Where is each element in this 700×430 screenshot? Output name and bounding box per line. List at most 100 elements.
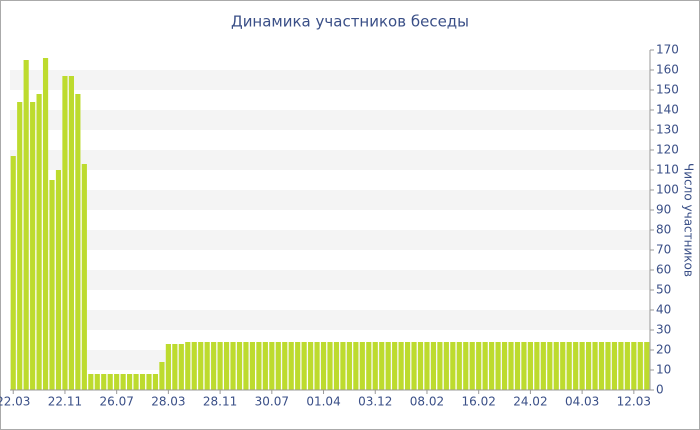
bar	[152, 374, 159, 390]
y-tick-label: 60	[656, 263, 671, 277]
bar	[55, 170, 62, 390]
bar	[211, 342, 217, 390]
bar	[256, 342, 262, 390]
bar	[366, 342, 372, 390]
chart-title: Динамика участников беседы	[231, 13, 469, 31]
x-tick-label: 04.03	[565, 395, 599, 409]
bar	[107, 374, 113, 390]
bar	[644, 342, 650, 390]
bar	[463, 342, 469, 390]
bar	[308, 342, 314, 390]
bar	[314, 342, 320, 390]
bar	[495, 342, 501, 390]
x-tick-label: 28.03	[151, 395, 185, 409]
y-tick-label: 140	[656, 103, 679, 117]
bar	[398, 342, 404, 390]
bar	[379, 342, 385, 390]
bar	[275, 342, 281, 390]
grid-band	[10, 230, 650, 250]
bar	[547, 342, 553, 390]
grid-band	[10, 110, 650, 130]
bar	[631, 342, 637, 390]
bar	[611, 342, 618, 390]
x-tick-label: 22.11	[48, 395, 82, 409]
y-tick-label: 30	[656, 323, 671, 337]
bar	[327, 342, 333, 390]
bar	[198, 342, 204, 390]
y-tick-label: 50	[656, 283, 671, 297]
x-tick-label: 12.03	[617, 395, 651, 409]
bar	[573, 342, 579, 390]
bar	[469, 342, 475, 390]
bar	[127, 374, 133, 390]
x-tick-label: 08.02	[410, 395, 444, 409]
bar	[249, 342, 256, 390]
bar	[417, 342, 424, 390]
y-tick-label: 70	[656, 243, 671, 257]
y-tick-label: 120	[656, 143, 679, 157]
bar	[353, 342, 359, 390]
bar	[501, 342, 508, 390]
bar	[23, 60, 29, 390]
bar	[62, 76, 68, 390]
bar	[385, 342, 391, 390]
bar	[598, 342, 605, 390]
y-tick-label: 130	[656, 123, 679, 137]
y-tick-label: 170	[656, 43, 679, 57]
bar	[605, 342, 611, 390]
y-tick-label: 160	[656, 63, 679, 77]
bar	[178, 344, 184, 390]
bar	[236, 342, 243, 390]
bar	[404, 342, 411, 390]
bar	[17, 102, 23, 390]
bar	[637, 342, 643, 390]
bar	[514, 342, 521, 390]
grid-band	[10, 270, 650, 290]
bar	[288, 342, 294, 390]
bar	[456, 342, 462, 390]
y-axis-title: Число участников	[682, 163, 696, 277]
bar	[101, 374, 107, 390]
y-tick-label: 100	[656, 183, 679, 197]
bar	[217, 342, 223, 390]
bar	[295, 342, 301, 390]
bar	[592, 342, 598, 390]
y-tick-label: 10	[656, 363, 671, 377]
y-tick-label: 0	[656, 383, 664, 397]
bar	[223, 342, 230, 390]
y-tick-label: 20	[656, 343, 671, 357]
bar	[159, 362, 165, 390]
bar	[346, 342, 352, 390]
grid-band	[10, 70, 650, 90]
bar	[586, 342, 592, 390]
bar	[534, 342, 540, 390]
bar	[618, 342, 624, 390]
bar	[450, 342, 456, 390]
bar	[301, 342, 307, 390]
bar	[553, 342, 559, 390]
bar	[185, 342, 191, 390]
y-tick-label: 90	[656, 203, 671, 217]
bar	[88, 374, 94, 390]
grid-band	[10, 190, 650, 210]
x-tick-label: 22.03	[0, 395, 30, 409]
bar	[191, 342, 197, 390]
bar	[437, 342, 443, 390]
bar	[372, 342, 378, 390]
bar	[146, 374, 152, 390]
y-tick-label: 110	[656, 163, 679, 177]
bar	[165, 344, 171, 390]
bar	[114, 374, 120, 390]
bar	[489, 342, 495, 390]
grid-band	[10, 150, 650, 170]
x-tick-label: 28.11	[203, 395, 237, 409]
bar	[75, 94, 81, 390]
bar	[411, 342, 417, 390]
bar	[243, 342, 249, 390]
bar	[172, 344, 178, 390]
bar	[340, 342, 346, 390]
grid-band	[10, 310, 650, 330]
y-tick-label: 150	[656, 83, 679, 97]
bar	[94, 374, 100, 390]
